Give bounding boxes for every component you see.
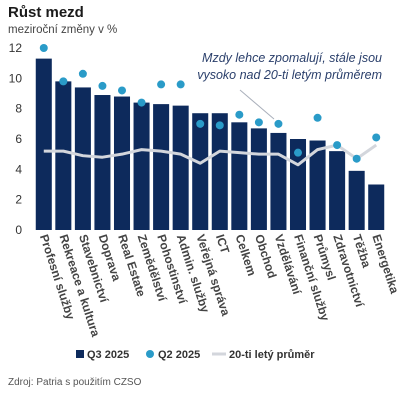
average-line [43,143,378,167]
dot-q2-2025 [59,77,68,86]
dot-q2-2025 [274,119,283,128]
y-tick-label: 4 [15,162,22,176]
dot-q2-2025 [157,80,166,89]
bar-q3-2025 [35,58,52,230]
dot-q2-2025 [235,110,244,119]
bar-q3-2025 [55,81,72,230]
legend-q3-marker [76,350,84,358]
bar-q3-2025 [113,96,131,231]
bar-q3-2025 [368,184,385,230]
chart-title: Růst mezd [8,4,84,21]
bar-q3-2025 [133,102,150,230]
bar-q3-2025 [211,113,228,230]
dot-q2-2025 [294,148,302,157]
q2-2025-dots [39,44,381,163]
bar-q3-2025 [94,95,111,231]
bar-q3-2025 [192,113,209,230]
y-axis: 0 2 4 6 8 10 12 [9,41,23,237]
x-tick-label: ICT [213,233,232,256]
legend-q3-label: Q3 2025 [87,349,129,361]
dot-q2-2025 [98,81,107,90]
y-tick-label: 8 [15,102,22,116]
bar-q3-2025 [329,151,346,230]
q3-2025-bars [35,58,385,231]
y-tick-label: 0 [15,223,22,237]
bar-q3-2025 [74,87,91,230]
bar-q3-2025 [172,105,189,230]
dot-q2-2025 [196,119,205,128]
legend-q2-marker [146,350,154,358]
legend-q2-label: Q2 2025 [158,349,200,361]
bar-q3-2025 [309,140,326,230]
bar-q3-2025 [153,104,170,230]
dot-q2-2025 [333,141,342,150]
dot-q2-2025 [352,154,361,163]
y-tick-label: 2 [15,193,22,207]
legend-average-label: 20-ti letý průměr [229,349,315,361]
dot-q2-2025 [137,98,146,107]
source-note: Zdroj: Patria s použitím CZSO [8,377,142,388]
y-tick-label: 10 [9,71,23,85]
dot-q2-2025 [372,133,381,142]
dot-q2-2025 [313,113,322,122]
y-tick-label: 6 [15,132,22,146]
bar-q3-2025 [231,122,248,230]
bar-q3-2025 [250,128,267,230]
y-tick-label: 12 [9,41,23,55]
chart-subtitle: meziroční změny v % [8,24,118,36]
average-line-path [43,143,378,167]
annotation-line-2: vysoko nad 20-ti letým průměrem [197,68,382,82]
dot-q2-2025 [215,121,224,130]
dot-q2-2025 [39,44,48,52]
dot-q2-2025 [78,69,87,78]
bar-q3-2025 [348,170,365,230]
dot-q2-2025 [176,80,185,89]
annotation-pointer [239,89,275,120]
bar-q3-2025 [270,132,287,230]
dot-q2-2025 [254,118,263,127]
annotation-line-1: Mzdy lehce zpomalují, stále jsou [202,51,382,65]
dot-q2-2025 [118,86,126,95]
legend: Q3 2025 Q2 2025 20-ti letý průměr [76,349,315,361]
